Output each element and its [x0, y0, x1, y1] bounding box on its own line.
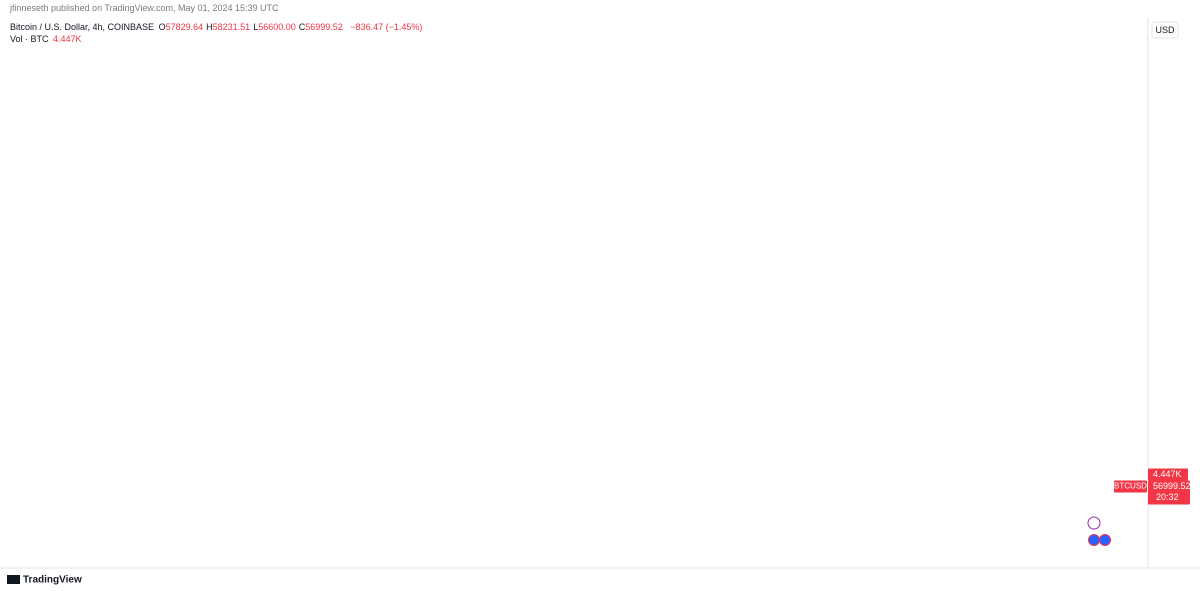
change: −836.47 (−1.45%) [350, 22, 423, 32]
ohlc-label: C [298, 22, 306, 32]
ohlc-value: 57829.64 [165, 22, 204, 32]
brand-name: TradingView [23, 575, 82, 586]
volume-line: Vol · BTC 4.447K [10, 34, 84, 44]
ohlc-legend: O57829.64 H58231.51 L56600.00 C56999.52 [159, 22, 346, 32]
volume-label: Vol · BTC [10, 34, 49, 44]
price-tag-value: 56999.52 [1153, 481, 1191, 491]
unit-label: USD [1155, 25, 1175, 35]
volume-value: 4.447K [53, 34, 82, 44]
ohlc-value: 58231.51 [212, 22, 251, 32]
price-tag-countdown: 20:32 [1156, 492, 1179, 502]
brand-logo [7, 575, 20, 584]
symbol-tag [1114, 480, 1147, 493]
symbol-tag-label: BTCUSD [1114, 482, 1147, 491]
ohlc-value: 56600.00 [258, 22, 296, 32]
event-icon[interactable] [1087, 516, 1101, 530]
symbol-line: Bitcoin / U.S. Dollar, 4h, COINBASE O578… [10, 22, 424, 32]
ohlc-label: O [158, 22, 166, 32]
symbol: Bitcoin / U.S. Dollar, 4h, COINBASE [10, 22, 155, 32]
price-tag [1148, 480, 1190, 505]
brand: TradingView [7, 575, 82, 586]
ohlc-value: 56999.52 [305, 22, 343, 32]
volume-tag-label: 4.447K [1153, 469, 1182, 479]
ohlc-label: L [253, 22, 259, 32]
publisher-line: jfinneseth published on TradingView.com,… [10, 3, 279, 13]
event-icon[interactable] [1099, 534, 1111, 546]
ohlc-label: H [206, 22, 213, 32]
event-icon[interactable] [1088, 534, 1100, 546]
volume-tag [1148, 468, 1188, 481]
unit-box[interactable] [1151, 21, 1179, 39]
